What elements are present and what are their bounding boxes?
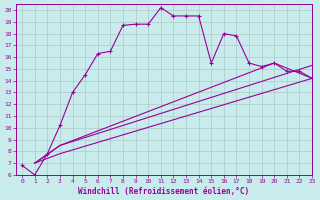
X-axis label: Windchill (Refroidissement éolien,°C): Windchill (Refroidissement éolien,°C): [78, 187, 250, 196]
